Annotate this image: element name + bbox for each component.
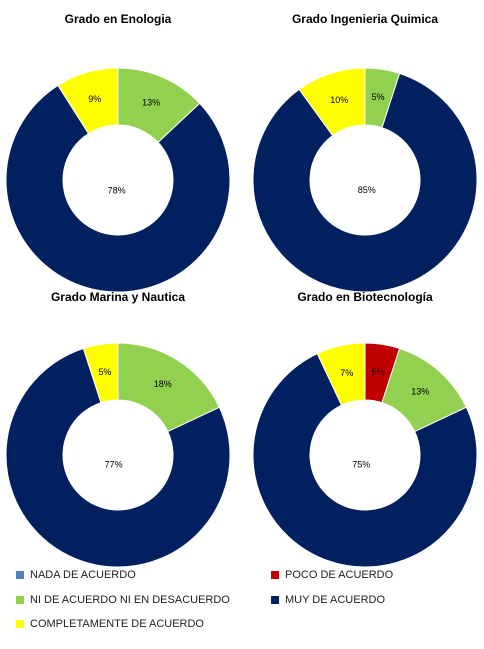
- donut-segment: [5, 84, 231, 293]
- donut-segment: [57, 67, 119, 135]
- data-label: 77%: [105, 459, 123, 469]
- donut-segment: [316, 342, 366, 406]
- data-label: 5%: [372, 92, 385, 102]
- data-label: 10%: [330, 95, 348, 105]
- legend-label: COMPLETAMENTE DE ACUERDO: [30, 618, 204, 630]
- legend-label: NADA DE ACUERDO: [30, 569, 136, 581]
- donut-segment: [82, 342, 119, 404]
- legend-swatch: [271, 571, 279, 579]
- data-label: 13%: [142, 98, 160, 108]
- data-label: 5%: [98, 367, 111, 377]
- donut-segment: [252, 72, 478, 293]
- legend-label: MUY DE ACUERDO: [285, 594, 385, 606]
- chart-title: Grado en Enologia: [65, 12, 172, 26]
- chart-title: Grado Marina y Nautica: [51, 290, 185, 304]
- legend-swatch: [271, 596, 279, 604]
- legend-swatch: [16, 596, 24, 604]
- data-label: 13%: [411, 387, 429, 397]
- donut-segment: [5, 347, 231, 568]
- data-label: 85%: [358, 185, 376, 195]
- data-label: 5%: [372, 367, 385, 377]
- data-label: 9%: [88, 94, 101, 104]
- legend-swatch: [16, 571, 24, 579]
- data-label: 18%: [154, 379, 172, 389]
- data-label: 78%: [108, 185, 126, 195]
- chart-title: Grado Ingenieria Quimica: [292, 12, 438, 26]
- donut-segment: [252, 352, 478, 568]
- data-label: 7%: [340, 368, 353, 378]
- legend-label: POCO DE ACUERDO: [285, 569, 394, 581]
- chart-title: Grado en Biotecnología: [297, 290, 433, 304]
- donut-segment: [298, 67, 366, 137]
- legend-swatch: [16, 620, 24, 628]
- legend-label: NI DE ACUERDO NI EN DESACUERDO: [30, 594, 230, 606]
- data-label: 75%: [352, 460, 370, 470]
